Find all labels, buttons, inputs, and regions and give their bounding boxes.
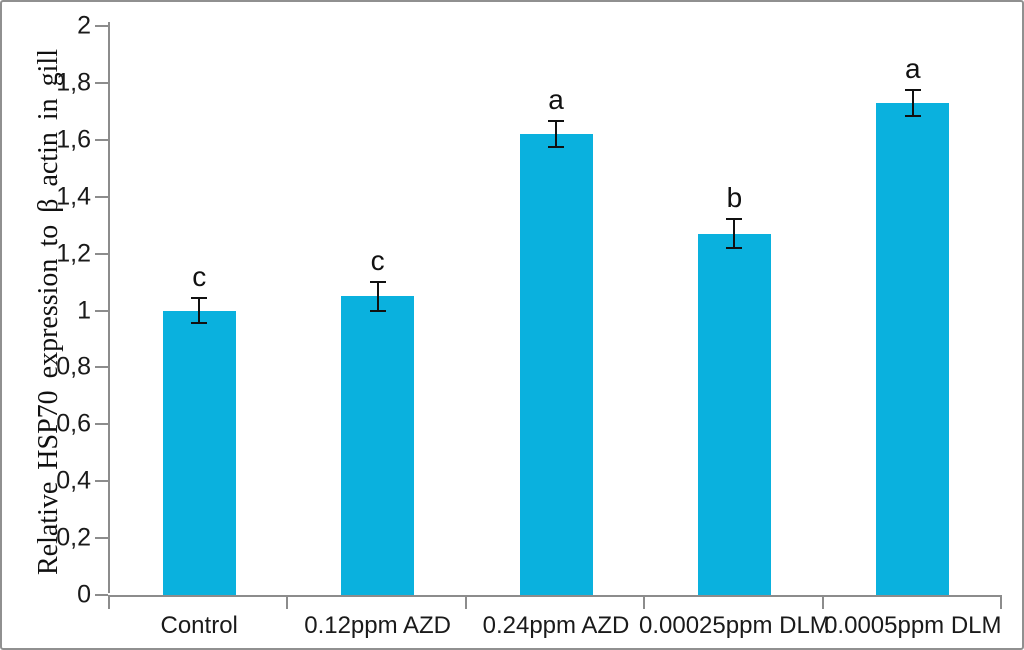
- y-tick-label: 1,6: [56, 125, 91, 154]
- y-tick-label: 0,4: [56, 466, 91, 495]
- bar: [876, 102, 950, 595]
- x-tick-mark: [821, 597, 824, 609]
- significance-letter: b: [726, 182, 743, 214]
- y-tick-mark: [95, 480, 108, 483]
- y-tick-mark: [95, 252, 108, 255]
- y-tick-mark: [95, 594, 108, 596]
- error-bar: [376, 282, 379, 311]
- y-tick-label: 1,4: [56, 182, 91, 211]
- y-tick-mark: [95, 537, 108, 540]
- y-tick-mark: [95, 423, 108, 426]
- x-tick-mark: [643, 597, 646, 609]
- error-bar-cap-bottom: [369, 309, 386, 312]
- y-tick-label: 1,2: [56, 239, 91, 268]
- y-tick-mark: [95, 138, 108, 141]
- significance-letter: c: [192, 260, 207, 292]
- error-bar-cap-top: [904, 89, 921, 91]
- error-bar-cap-top: [191, 296, 208, 299]
- bar: [341, 296, 415, 595]
- y-tick-mark: [95, 25, 108, 27]
- error-bar-cap-bottom: [904, 114, 921, 117]
- x-tick-mark: [108, 597, 110, 609]
- y-tick-mark: [95, 81, 108, 84]
- significance-letter: c: [370, 245, 385, 277]
- y-tick-mark: [95, 195, 108, 198]
- x-tick-label: 0.00025ppm DLM: [639, 612, 830, 639]
- significance-letter: a: [905, 53, 921, 84]
- y-axis-line: [108, 22, 110, 593]
- x-axis-line: [108, 595, 1002, 597]
- y-tick-label: 1,8: [56, 68, 91, 97]
- y-tick-label: 2: [77, 11, 91, 40]
- x-tick-mark: [286, 597, 289, 609]
- x-tick-label: Control: [160, 612, 238, 639]
- y-tick-label: 1: [77, 296, 91, 324]
- x-tick-label: 0.24ppm AZD: [482, 612, 630, 639]
- y-tick-mark: [95, 366, 108, 369]
- bar: [519, 134, 593, 595]
- y-tick-label: 0,8: [56, 352, 91, 381]
- error-bar: [911, 90, 914, 116]
- significance-letter: a: [548, 84, 564, 116]
- y-tick-label: 0: [77, 580, 91, 609]
- bar: [162, 310, 236, 595]
- error-bar-cap-bottom: [548, 145, 564, 148]
- x-tick-mark: [1000, 597, 1002, 609]
- error-bar-cap-top: [726, 218, 743, 221]
- error-bar: [555, 121, 557, 147]
- error-bar-cap-bottom: [726, 246, 743, 249]
- x-tick-label: 0.12ppm AZD: [304, 612, 451, 639]
- y-tick-mark: [95, 309, 108, 312]
- error-bar-cap-top: [369, 281, 386, 284]
- error-bar: [733, 219, 736, 248]
- x-tick-mark: [464, 597, 467, 609]
- y-tick-label: 0,6: [56, 409, 91, 438]
- bar: [697, 233, 771, 595]
- error-bar-cap-bottom: [191, 322, 208, 325]
- x-tick-label: 0.0005ppm DLM: [824, 612, 1002, 639]
- error-bar-cap-top: [548, 120, 564, 123]
- error-bar: [198, 297, 201, 324]
- y-tick-label: 0,2: [56, 523, 91, 552]
